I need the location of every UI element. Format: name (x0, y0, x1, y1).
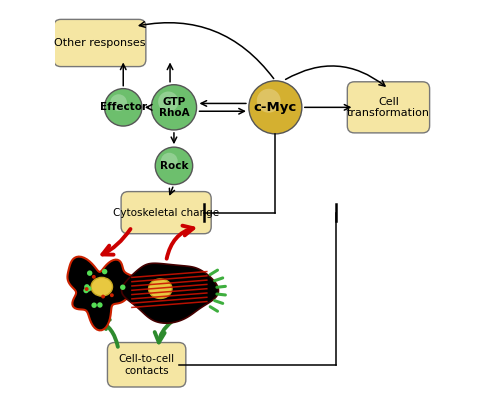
Circle shape (87, 270, 92, 276)
Circle shape (92, 275, 96, 279)
Circle shape (102, 269, 108, 274)
Circle shape (155, 147, 192, 185)
Ellipse shape (148, 279, 172, 298)
Circle shape (120, 285, 126, 290)
Circle shape (101, 295, 105, 298)
Circle shape (84, 288, 89, 293)
Circle shape (92, 302, 97, 308)
Circle shape (249, 81, 302, 134)
FancyBboxPatch shape (54, 20, 146, 66)
FancyBboxPatch shape (121, 191, 211, 234)
Text: Cell
transformation: Cell transformation (347, 97, 430, 118)
Text: c-Myc: c-Myc (254, 101, 297, 114)
Text: Other responses: Other responses (54, 38, 146, 48)
Circle shape (86, 286, 92, 291)
Circle shape (104, 89, 142, 126)
Polygon shape (68, 257, 140, 330)
Circle shape (84, 284, 89, 290)
Text: GTP
RhoA: GTP RhoA (158, 97, 190, 118)
FancyBboxPatch shape (348, 82, 430, 133)
Text: Effector: Effector (100, 102, 147, 112)
Polygon shape (122, 263, 218, 323)
Circle shape (152, 85, 196, 130)
Text: Cell-to-cell
contacts: Cell-to-cell contacts (118, 354, 174, 376)
Circle shape (161, 153, 178, 170)
FancyBboxPatch shape (108, 343, 186, 387)
Text: Rock: Rock (160, 161, 188, 171)
Circle shape (110, 293, 114, 297)
Circle shape (97, 302, 102, 308)
Circle shape (158, 92, 178, 112)
Ellipse shape (91, 277, 112, 296)
Circle shape (257, 89, 280, 113)
Circle shape (84, 287, 88, 291)
Circle shape (110, 94, 127, 111)
Text: Cytoskeletal change: Cytoskeletal change (113, 208, 219, 218)
